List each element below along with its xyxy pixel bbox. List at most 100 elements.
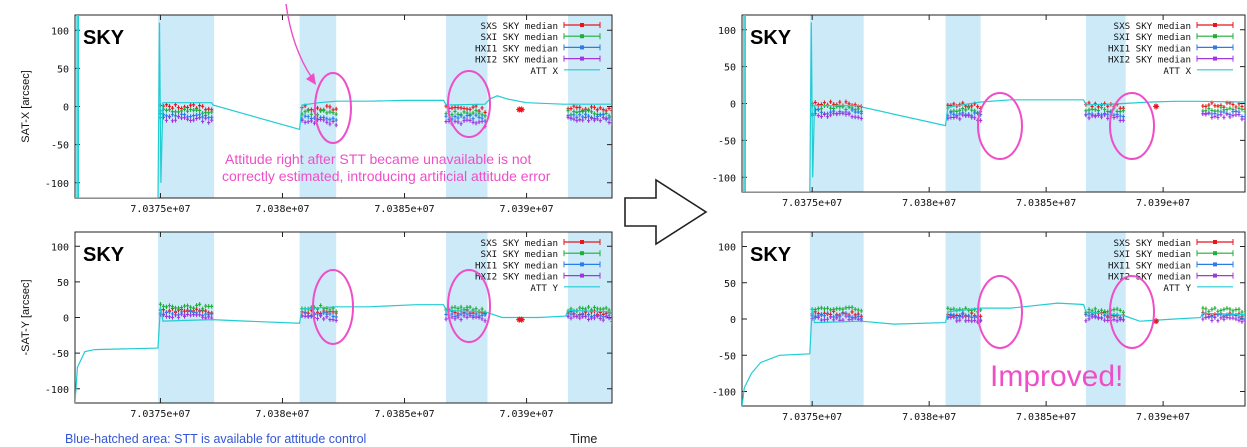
x-tick-label: 7.0385e+07 [1016, 198, 1076, 209]
legend-marker [1213, 34, 1217, 39]
panel-label: SKY [750, 244, 792, 266]
x-tick-label: 7.0375e+07 [130, 409, 190, 420]
panel-before-sat-x: -100 -50 0 50 100 7.0375e+07 7.038e+07 7.0385e+… [20, 14, 613, 215]
data-point-sxi [1201, 305, 1245, 317]
legend-label: HXI2 SKY median [1108, 55, 1191, 66]
callout-arrow [285, 3, 313, 79]
legend-marker [580, 56, 584, 61]
series-line-att [742, 15, 1245, 192]
highlight-ellipse [1109, 92, 1155, 160]
legend-marker [1213, 23, 1217, 27]
highlight-ellipse [314, 72, 352, 144]
data-point-sxs [518, 106, 525, 113]
legend-marker [580, 251, 584, 256]
series-line-att [75, 304, 612, 403]
x-tick-label: 7.039e+07 [1136, 198, 1190, 209]
y-tick-label: -50 [718, 136, 736, 147]
series-line-att [742, 302, 1245, 406]
legend-label: SXS SKY median [481, 21, 558, 32]
data-point-sxs [946, 100, 983, 111]
y-tick-label: -50 [51, 349, 69, 360]
y-tick-label: 0 [63, 314, 69, 325]
stt-unavailable-note-line2: correctly estimated, introducing artific… [222, 168, 551, 184]
x-tick-label: 7.038e+07 [902, 412, 956, 423]
y-tick-label: 50 [57, 64, 69, 75]
legend-marker [580, 45, 584, 50]
data-point-hxi2 [1201, 111, 1245, 122]
legend-label: HXI1 SKY median [475, 260, 558, 271]
data-marks [742, 15, 1245, 192]
y-tick-label: 50 [724, 63, 736, 74]
panel-label: SKY [83, 244, 125, 266]
x-tick-label: 7.038e+07 [255, 409, 309, 420]
y-tick-label: 100 [51, 242, 69, 253]
legend-marker [1213, 45, 1217, 50]
legend-label: SXI SKY median [1114, 32, 1191, 43]
legend-label: ATT X [530, 66, 558, 77]
legend-label: ATT Y [530, 283, 558, 294]
y-tick-label: -100 [45, 179, 69, 190]
series-hxi2 [810, 110, 1245, 123]
legend-label: HXI1 SKY median [1108, 43, 1191, 54]
legend-marker [1213, 240, 1217, 244]
data-point-sxs [1153, 318, 1160, 325]
legend-marker [580, 262, 584, 267]
series-hxi2 [158, 311, 612, 324]
legend-label: HXI2 SKY median [475, 55, 558, 66]
y-tick-label: 50 [57, 278, 69, 289]
legend-label: HXI1 SKY median [1108, 260, 1191, 271]
highlight-ellipse [1109, 275, 1155, 349]
y-tick-label: 0 [63, 103, 69, 114]
y-tick-label: 100 [718, 26, 736, 37]
y-tick-label: 0 [730, 315, 736, 326]
x-tick-label: 7.039e+07 [499, 409, 553, 420]
y-tick-label: -50 [51, 141, 69, 152]
transition-arrow-icon [624, 178, 708, 246]
y-tick-label: -100 [712, 388, 736, 399]
series-sxs [158, 306, 612, 317]
data-point-sxs [1153, 103, 1160, 110]
series-hxi2 [158, 114, 612, 129]
x-tick-label: 7.0375e+07 [130, 204, 190, 215]
y-tick-label: 50 [724, 279, 736, 290]
panel-after-sat-y: -100 -50 0 50 100 7.0375e+07 7.038e+07 7.0385e+… [712, 231, 1246, 423]
series-sxi [810, 103, 1245, 115]
y-tick-label: 100 [51, 26, 69, 37]
highlight-ellipse [977, 92, 1023, 160]
series-hxi1 [158, 111, 612, 124]
data-point-hxi2 [444, 117, 487, 129]
series-sxi [158, 302, 612, 316]
legend-label: HXI2 SKY median [475, 272, 558, 283]
legend-label: HXI2 SKY median [1108, 272, 1191, 283]
data-marks [75, 302, 612, 403]
highlight-ellipses [312, 70, 1155, 349]
blue-hatched-note: Blue-hatched area: STT is available for … [65, 432, 366, 446]
improved-note: Improved! [990, 360, 1123, 393]
y-tick-label: -100 [45, 385, 69, 396]
x-tick-label: 7.0385e+07 [1016, 412, 1076, 423]
y-tick-label: -100 [712, 173, 736, 184]
legend-label: SXI SKY median [481, 249, 558, 260]
series-hxi1 [810, 311, 1245, 323]
legend-marker [580, 23, 584, 27]
series-hxi1 [810, 107, 1245, 119]
series-line-att [75, 15, 612, 198]
series-hxi1 [158, 309, 612, 322]
data-point-sxs [518, 316, 525, 323]
data-point-hxi2 [300, 117, 338, 128]
legend-marker [1213, 56, 1217, 61]
x-tick-label: 7.039e+07 [499, 204, 553, 215]
legend-marker [580, 34, 584, 39]
x-tick-label: 7.038e+07 [902, 198, 956, 209]
x-tick-label: 7.039e+07 [1136, 412, 1190, 423]
data-point-hxi2 [946, 314, 983, 325]
callout-arrowhead-icon [306, 73, 316, 85]
y-tick-label: 0 [730, 100, 736, 111]
legend-label: ATT Y [1163, 283, 1191, 294]
y-tick-label: 100 [718, 243, 736, 254]
y-tick-label: -50 [718, 351, 736, 362]
highlight-ellipse [447, 70, 491, 138]
legend-marker [580, 240, 584, 244]
x-tick-label: 7.038e+07 [255, 204, 309, 215]
legend-label: SXI SKY median [1114, 249, 1191, 260]
